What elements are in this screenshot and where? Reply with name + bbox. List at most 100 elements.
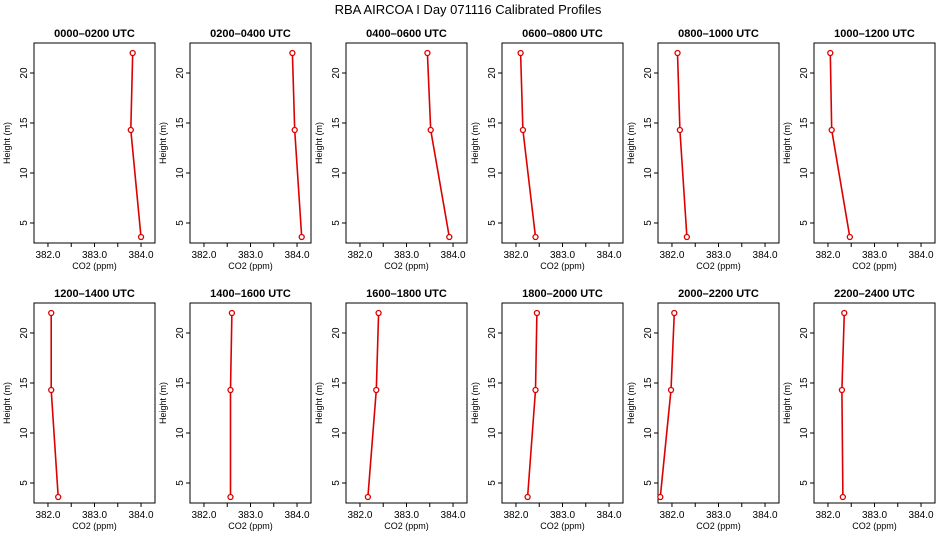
profile-line bbox=[367, 312, 380, 498]
x-axis-label: CO2 (ppm) bbox=[696, 261, 741, 271]
x-tick-label: 384.0 bbox=[753, 510, 778, 521]
panel-title: 1400–1600 UTC bbox=[210, 288, 291, 300]
profile-line bbox=[829, 52, 851, 238]
x-axis-label: CO2 (ppm) bbox=[384, 521, 429, 531]
plot-frame bbox=[657, 302, 780, 504]
plot-frame bbox=[813, 42, 936, 244]
x-axis-label: CO2 (ppm) bbox=[852, 521, 897, 531]
y-tick-label: 20 bbox=[487, 327, 498, 339]
y-tick-label: 5 bbox=[487, 480, 498, 486]
x-tick-label: 383.0 bbox=[82, 250, 107, 261]
profile-point bbox=[48, 309, 55, 317]
y-tick-label: 20 bbox=[175, 67, 186, 79]
x-axis-label: CO2 (ppm) bbox=[384, 261, 429, 271]
x-tick-label: 384.0 bbox=[441, 510, 466, 521]
y-tick-label: 20 bbox=[19, 67, 30, 79]
x-axis-label: CO2 (ppm) bbox=[228, 521, 273, 531]
profile-point bbox=[289, 49, 296, 57]
profile-panel: 1200–1400 UTC 382.0 383.0 384.0 5 10 15 20 CO2 (… bbox=[2, 288, 156, 531]
y-tick-label: 20 bbox=[175, 327, 186, 339]
profile-panel: 0200–0400 UTC 382.0 383.0 384.0 5 10 15 20 CO2 (… bbox=[158, 28, 312, 271]
profile-point bbox=[841, 309, 848, 317]
y-tick-label: 15 bbox=[487, 377, 498, 389]
y-tick-label: 15 bbox=[331, 377, 342, 389]
y-tick-label: 15 bbox=[175, 377, 186, 389]
y-axis-label: Height (m) bbox=[782, 382, 792, 424]
x-tick-label: 382.0 bbox=[191, 510, 216, 521]
y-tick-label: 20 bbox=[799, 67, 810, 79]
x-tick-label: 384.0 bbox=[129, 510, 154, 521]
x-tick-label: 384.0 bbox=[441, 250, 466, 261]
x-axis-label: CO2 (ppm) bbox=[540, 261, 585, 271]
profile-point bbox=[674, 49, 681, 57]
y-tick-label: 5 bbox=[799, 480, 810, 486]
y-tick-label: 15 bbox=[175, 117, 186, 129]
x-tick-label: 382.0 bbox=[503, 250, 528, 261]
profile-panel: 1400–1600 UTC 382.0 383.0 384.0 5 10 15 20 CO2 (… bbox=[158, 288, 312, 531]
profile-point bbox=[519, 126, 527, 134]
plot-frame bbox=[33, 42, 156, 244]
x-tick-label: 383.0 bbox=[238, 250, 263, 261]
panel-title: 0200–0400 UTC bbox=[210, 28, 291, 40]
panel-title: 1600–1800 UTC bbox=[366, 288, 447, 300]
y-tick-label: 15 bbox=[799, 117, 810, 129]
y-tick-label: 5 bbox=[487, 220, 498, 226]
profile-line bbox=[526, 312, 538, 498]
profile-line bbox=[129, 52, 142, 238]
y-tick-label: 10 bbox=[487, 427, 498, 439]
y-tick-label: 5 bbox=[643, 480, 654, 486]
profile-line bbox=[291, 52, 303, 238]
x-tick-label: 383.0 bbox=[706, 250, 731, 261]
y-tick-label: 15 bbox=[643, 117, 654, 129]
panel-title: 1800–2000 UTC bbox=[522, 288, 603, 300]
y-tick-label: 5 bbox=[331, 220, 342, 226]
profile-panel: 2000–2200 UTC 382.0 383.0 384.0 5 10 15 20 CO2 (… bbox=[626, 288, 780, 531]
profile-point bbox=[676, 126, 684, 134]
y-axis-label: Height (m) bbox=[470, 382, 480, 424]
profile-point bbox=[127, 126, 134, 134]
plot-frame bbox=[189, 302, 312, 504]
profile-point bbox=[137, 233, 145, 241]
x-tick-label: 384.0 bbox=[909, 250, 934, 261]
x-tick-label: 382.0 bbox=[659, 250, 684, 261]
panel-title: 0600–0800 UTC bbox=[522, 28, 603, 40]
profile-point bbox=[298, 233, 305, 241]
profile-point bbox=[532, 233, 539, 241]
y-tick-label: 10 bbox=[175, 427, 186, 439]
y-tick-label: 20 bbox=[643, 327, 654, 339]
y-tick-label: 5 bbox=[175, 220, 186, 226]
profile-panel: 0600–0800 UTC 382.0 383.0 384.0 5 10 15 20 CO2 (… bbox=[470, 28, 624, 271]
y-tick-label: 20 bbox=[643, 67, 654, 79]
y-axis-label: Height (m) bbox=[782, 122, 792, 164]
profile-point bbox=[683, 233, 691, 241]
profile-point bbox=[375, 309, 382, 317]
profile-panel: 0800–1000 UTC 382.0 383.0 384.0 5 10 15 20 CO2 (… bbox=[626, 28, 780, 271]
profile-point bbox=[129, 49, 136, 57]
y-tick-label: 10 bbox=[331, 167, 342, 179]
panel-title: 0000–0200 UTC bbox=[54, 28, 135, 40]
y-tick-label: 15 bbox=[643, 377, 654, 389]
profile-point bbox=[364, 493, 372, 501]
y-tick-label: 10 bbox=[643, 167, 654, 179]
plot-frame bbox=[345, 302, 468, 504]
x-tick-label: 382.0 bbox=[35, 250, 60, 261]
profile-point bbox=[373, 386, 380, 394]
profile-point bbox=[228, 309, 236, 317]
profile-point bbox=[532, 386, 539, 394]
y-axis-label: Height (m) bbox=[2, 382, 12, 424]
profile-point bbox=[227, 386, 234, 394]
panel-title: 1000–1200 UTC bbox=[834, 28, 915, 40]
x-tick-label: 383.0 bbox=[706, 510, 731, 521]
profile-point bbox=[828, 126, 835, 134]
profile-panel: 1000–1200 UTC 382.0 383.0 384.0 5 10 15 20 CO2 (… bbox=[782, 28, 936, 271]
y-tick-label: 5 bbox=[175, 480, 186, 486]
x-tick-label: 384.0 bbox=[753, 250, 778, 261]
y-tick-label: 15 bbox=[19, 117, 30, 129]
profile-point bbox=[424, 49, 431, 57]
profile-line bbox=[676, 52, 688, 238]
plot-frame bbox=[345, 42, 468, 244]
profile-point bbox=[838, 386, 846, 394]
x-axis-label: CO2 (ppm) bbox=[72, 261, 117, 271]
y-tick-label: 10 bbox=[799, 427, 810, 439]
x-axis-label: CO2 (ppm) bbox=[228, 261, 273, 271]
